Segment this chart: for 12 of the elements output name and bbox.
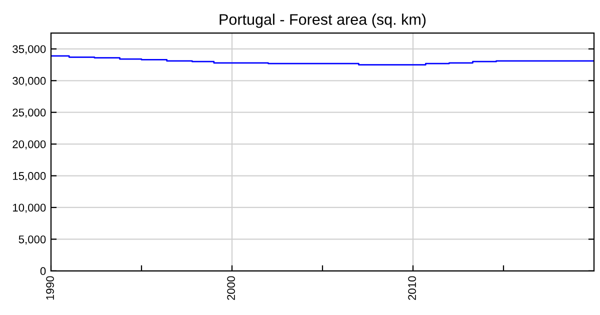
y-tick-label: 5,000 xyxy=(18,235,46,245)
x-tick-label: 2010 xyxy=(408,276,416,300)
y-tick-label: 25,000 xyxy=(12,108,46,118)
y-tick-label: 0 xyxy=(40,267,46,276)
x-tick-label: 1990 xyxy=(46,276,54,300)
y-tick-label: 10,000 xyxy=(13,204,46,213)
y-tick-label: 35,000 xyxy=(12,45,46,54)
y-tick-label: 15,000 xyxy=(13,172,46,182)
x-tick-label: 2000 xyxy=(227,276,235,300)
y-tick-label: 20,000 xyxy=(12,140,46,150)
chart-title: Portugal - Forest area (sq. km) xyxy=(220,14,426,28)
y-tick-label: 30,000 xyxy=(12,76,46,86)
